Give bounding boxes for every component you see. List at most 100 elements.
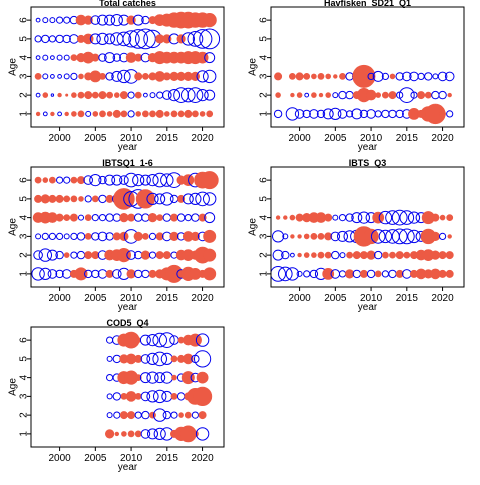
bubble-negative <box>106 412 113 419</box>
bubble-negative <box>41 34 50 44</box>
bubble-negative <box>432 73 439 80</box>
bubble-negative <box>372 70 384 82</box>
bubble-negative <box>199 28 221 50</box>
y-axis-label: Age <box>8 218 19 236</box>
bubble-negative <box>345 213 354 222</box>
y-tick-label: 5 <box>19 356 30 362</box>
bubble-negative <box>140 391 151 402</box>
bubble-negative <box>117 69 131 84</box>
bubble-negative <box>381 270 389 278</box>
bubble-negative <box>204 89 216 101</box>
bubble-negative <box>128 29 148 49</box>
bubble-negative <box>153 427 166 440</box>
x-tick-label: 2015 <box>156 133 179 144</box>
bubble-negative <box>399 210 415 225</box>
bubble-positive <box>164 111 170 117</box>
bubble-negative <box>167 89 181 102</box>
bubble-positive <box>203 248 217 262</box>
y-tick-label: 2 <box>19 412 30 418</box>
bubble-negative <box>152 332 167 348</box>
bubble-positive <box>149 110 156 118</box>
bubble-negative <box>135 28 156 50</box>
bubble-positive <box>162 251 171 260</box>
bubble-positive <box>134 374 142 381</box>
bubble-positive <box>311 73 317 80</box>
bubble-negative <box>273 109 283 119</box>
bubble-negative <box>181 87 196 103</box>
bubble-negative <box>70 232 78 240</box>
bubble-positive <box>295 72 304 81</box>
bubble-positive <box>198 213 207 222</box>
bubble-positive <box>177 110 185 118</box>
bubble-negative <box>62 34 71 44</box>
y-tick-label: 3 <box>259 233 270 239</box>
bubble-negative <box>309 109 319 119</box>
bubble-positive <box>203 229 217 243</box>
bubble-negative <box>184 214 192 222</box>
bubble-negative <box>187 87 204 103</box>
bubble-negative <box>407 229 421 244</box>
bubble-positive <box>119 213 129 223</box>
bubble-positive <box>84 91 93 100</box>
bubbles <box>104 331 213 443</box>
bubble-negative <box>431 90 440 100</box>
bubbles <box>273 64 455 125</box>
bubble-negative <box>194 350 212 368</box>
bubble-negative <box>395 109 404 119</box>
bubble-positive <box>134 354 143 363</box>
bubble-negative <box>378 229 393 244</box>
bubble-positive <box>135 111 141 117</box>
bubble-positive <box>74 267 88 281</box>
bubble-negative <box>122 30 140 48</box>
bubble-negative <box>290 252 295 258</box>
bubble-positive <box>77 176 86 185</box>
bubble-positive <box>126 269 136 279</box>
bubble-negative <box>78 214 84 221</box>
bubble-negative <box>48 35 57 43</box>
x-tick-label: 2005 <box>84 453 107 464</box>
y-tick-label: 5 <box>19 36 30 42</box>
bubble-positive <box>134 430 142 438</box>
bubble-positive <box>63 214 71 221</box>
bubble-positive <box>156 214 164 221</box>
bubble-negative <box>152 172 167 188</box>
plot-frame <box>270 6 465 128</box>
bubble-negative <box>272 230 285 243</box>
bubble-positive <box>297 252 302 258</box>
plot-frame <box>30 166 225 288</box>
bubble-negative <box>105 213 114 222</box>
bubble-positive <box>359 251 368 260</box>
y-tick-label: 1 <box>19 431 30 437</box>
bubble-negative <box>63 73 70 80</box>
bubble-positive <box>69 213 78 222</box>
bubble-negative <box>374 250 383 260</box>
bubble-positive <box>34 194 43 203</box>
bubble-negative <box>63 233 70 240</box>
bubble-positive <box>290 234 295 239</box>
bubble-positive <box>114 431 120 437</box>
x-tick-label: 2010 <box>360 133 383 144</box>
bubble-negative <box>63 54 70 61</box>
bubble-positive <box>200 171 219 190</box>
plot-frame <box>30 6 225 128</box>
bubble-positive <box>366 250 376 260</box>
bubble-negative <box>50 93 55 97</box>
bubble-positive <box>193 386 213 407</box>
y-tick-label: 4 <box>19 54 30 60</box>
bubble-negative <box>85 110 92 117</box>
bubble-positive <box>147 213 158 223</box>
bubble-positive <box>317 73 325 80</box>
bubble-negative <box>139 372 151 384</box>
bubble-negative <box>104 33 116 45</box>
bubble-negative <box>329 107 342 121</box>
bubble-negative <box>182 193 194 205</box>
bubble-negative <box>338 270 347 278</box>
bubble-positive <box>438 269 447 278</box>
bubble-negative <box>147 428 158 440</box>
bubble-positive <box>134 53 143 62</box>
bubble-negative <box>162 90 172 100</box>
bubble-negative <box>140 354 151 364</box>
